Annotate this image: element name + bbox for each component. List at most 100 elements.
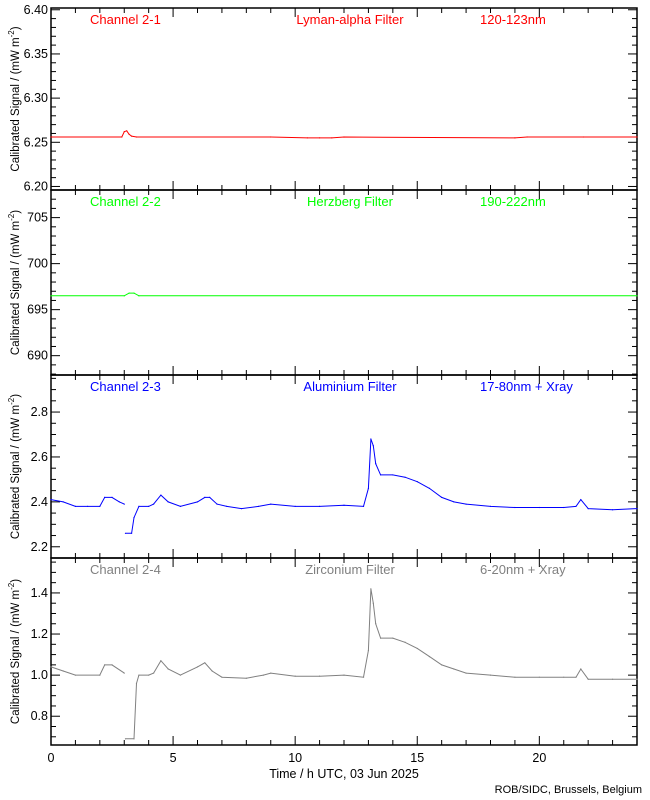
data-point bbox=[270, 136, 272, 138]
panel-3: 2.2 2.4 2.6 2.8 Calibrated Signal / (mW m-2)… bbox=[7, 374, 638, 559]
panel-filter-title: Aluminium Filter bbox=[303, 379, 397, 394]
panel-channel-title: Channel 2-3 bbox=[90, 379, 161, 394]
panel-band-title: 190-222nm bbox=[480, 194, 546, 209]
y-tick-label: 6.30 bbox=[24, 91, 48, 105]
data-point bbox=[611, 678, 614, 680]
data-point bbox=[465, 672, 467, 674]
panel-filter-title: Zirconium Filter bbox=[305, 562, 395, 577]
data-point bbox=[380, 474, 382, 476]
data-point bbox=[211, 670, 213, 672]
series-line-1 bbox=[51, 130, 637, 139]
y-tick-label: 1.2 bbox=[31, 627, 48, 641]
data-point bbox=[375, 463, 377, 465]
y-tick-label: 6.25 bbox=[24, 135, 48, 149]
data-point bbox=[123, 503, 125, 505]
series-line-3 bbox=[50, 438, 638, 534]
data-point bbox=[257, 505, 260, 507]
data-point bbox=[428, 487, 431, 489]
data-point bbox=[240, 508, 243, 510]
data-point bbox=[367, 649, 370, 652]
data-point bbox=[62, 670, 64, 672]
data-point bbox=[404, 641, 406, 643]
data-point bbox=[138, 674, 140, 676]
data-point bbox=[611, 509, 614, 511]
data-point bbox=[245, 677, 247, 679]
data-point bbox=[152, 672, 155, 674]
data-point bbox=[587, 508, 589, 510]
data-point bbox=[124, 532, 127, 534]
data-point bbox=[135, 136, 138, 138]
data-point bbox=[465, 503, 467, 505]
data-point bbox=[133, 292, 135, 294]
data-point bbox=[489, 674, 492, 676]
y-tick-label: 2.2 bbox=[31, 540, 48, 554]
data-point bbox=[50, 499, 52, 501]
panel-channel-title: Channel 2-1 bbox=[90, 12, 161, 27]
data-point bbox=[331, 137, 333, 139]
credit-text: ROB/SIDC, Brussels, Belgium bbox=[495, 784, 642, 796]
data-point bbox=[167, 501, 169, 503]
data-point bbox=[416, 481, 418, 483]
data-point bbox=[111, 664, 113, 666]
data-point bbox=[636, 295, 638, 297]
data-point bbox=[74, 674, 77, 676]
data-point bbox=[575, 676, 577, 678]
data-point bbox=[152, 503, 155, 505]
y-tick-label: 2.4 bbox=[31, 495, 48, 509]
data-point bbox=[167, 668, 169, 670]
data-point bbox=[514, 506, 516, 509]
data-point bbox=[50, 136, 52, 138]
data-point bbox=[104, 496, 106, 498]
data-point bbox=[372, 602, 374, 604]
data-point bbox=[343, 136, 345, 138]
data-point bbox=[453, 501, 455, 503]
data-point bbox=[343, 674, 345, 676]
panel-frame bbox=[50, 557, 638, 746]
panel-channel-title: Channel 2-2 bbox=[90, 194, 161, 209]
data-point bbox=[204, 496, 206, 498]
data-point bbox=[636, 678, 638, 680]
data-point bbox=[148, 674, 150, 676]
data-point bbox=[380, 637, 382, 639]
data-point bbox=[130, 532, 133, 534]
data-point bbox=[209, 496, 211, 498]
panel-frame bbox=[50, 374, 638, 559]
data-point bbox=[111, 496, 113, 498]
x-tick-label: 0 bbox=[48, 751, 55, 765]
y-tick-label: 6.40 bbox=[24, 3, 48, 17]
y-tick-label: 0.8 bbox=[31, 709, 48, 723]
data-point bbox=[130, 135, 133, 137]
data-point bbox=[50, 295, 52, 297]
data-point bbox=[375, 623, 377, 625]
panel-band-title: 120-123nm bbox=[480, 12, 546, 27]
data-point bbox=[160, 660, 162, 662]
data-point bbox=[196, 501, 199, 503]
data-point bbox=[123, 131, 125, 133]
panel-frame bbox=[50, 189, 638, 376]
data-point bbox=[514, 137, 516, 139]
panel-4: 0.8 1.0 1.2 1.4 Calibrated Signal / (mW m-2)… bbox=[7, 557, 638, 746]
data-point bbox=[392, 474, 394, 476]
y-tick-label: 1.0 bbox=[31, 668, 48, 682]
data-point bbox=[575, 505, 577, 507]
data-point bbox=[636, 136, 638, 138]
data-point bbox=[563, 506, 565, 509]
data-point bbox=[582, 136, 584, 138]
panel-band-title: 17-80nm + Xray bbox=[480, 379, 573, 394]
data-point bbox=[453, 668, 455, 670]
data-point bbox=[128, 292, 130, 294]
data-point bbox=[441, 664, 443, 666]
x-tick-label: 10 bbox=[288, 751, 302, 765]
data-point bbox=[294, 675, 296, 677]
y-axis-label: Calibrated Signal / (mW m-2) bbox=[7, 579, 22, 724]
y-tick-label: 1.4 bbox=[31, 586, 48, 600]
y-tick-label: 2.8 bbox=[31, 405, 48, 419]
data-point bbox=[121, 136, 123, 138]
panel-band-title: 6-20nm + Xray bbox=[480, 562, 566, 577]
data-point bbox=[50, 666, 52, 668]
data-point bbox=[99, 674, 101, 676]
panel-channel-title: Channel 2-4 bbox=[90, 562, 161, 577]
data-point bbox=[489, 505, 492, 507]
data-point bbox=[74, 505, 77, 507]
